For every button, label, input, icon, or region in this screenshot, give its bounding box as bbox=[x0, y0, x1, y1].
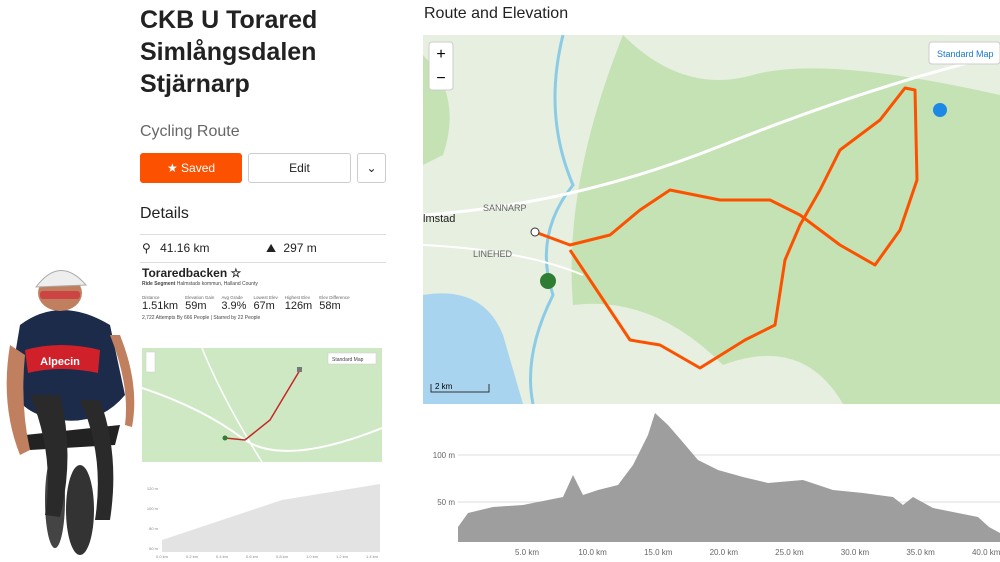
edit-button[interactable]: Edit bbox=[248, 153, 351, 183]
segment-name: Toraredbacken bbox=[142, 266, 228, 280]
distance: 41.16 km bbox=[160, 241, 210, 255]
segment-stat: Highest Elev 126m bbox=[285, 295, 313, 312]
segment-type: Ride Segment bbox=[142, 281, 176, 287]
place-label: LINEHED bbox=[473, 249, 513, 259]
stat-label: Highest Elev bbox=[284, 295, 310, 300]
y-tick-label: 100 m bbox=[147, 506, 159, 511]
stat-label: Lowest Elev bbox=[253, 295, 278, 300]
stat-label: Avg Grade bbox=[221, 295, 243, 300]
stat-label: Elev Difference bbox=[319, 295, 350, 300]
place-label: SANNARP bbox=[483, 203, 527, 213]
stat-value: 59m bbox=[185, 300, 207, 312]
map-scale: 2 km bbox=[435, 382, 453, 391]
saved-label: Saved bbox=[181, 161, 216, 175]
details-heading: Details bbox=[140, 205, 189, 222]
cyclist-photo: Alpecin bbox=[6, 270, 135, 555]
x-tick-label: 15.0 km bbox=[644, 548, 673, 557]
route-type: Cycling Route bbox=[140, 123, 240, 140]
segment-stat: Lowest Elev 67m bbox=[253, 295, 277, 312]
distance-stat: ⚲ 41.16 km bbox=[142, 241, 210, 255]
x-tick-label: 0.8 km bbox=[276, 554, 289, 559]
segment-stat: Avg Grade 3.9% bbox=[221, 295, 246, 312]
zoom-in[interactable]: + bbox=[436, 46, 445, 63]
y-tick-label: 60 m bbox=[149, 546, 159, 551]
x-tick-label: 25.0 km bbox=[775, 548, 804, 557]
divider bbox=[140, 234, 386, 235]
map-heading: Route and Elevation bbox=[424, 5, 569, 22]
segment-profile: 120 m 100 m 80 m 60 m 0.0 km 0.2 km 0.4 km 0.6 … bbox=[147, 484, 380, 559]
divider bbox=[140, 262, 386, 263]
stat-label: Elevation Gain bbox=[185, 295, 215, 300]
y-tick-label: 50 m bbox=[437, 498, 455, 507]
x-tick-label: 40.0 km bbox=[972, 548, 1000, 557]
segment-card: Toraredbacken ☆ Ride Segment Halmstads k… bbox=[142, 266, 384, 322]
x-tick-label: 0.4 km bbox=[216, 554, 229, 559]
elevation-profile: 100 m 50 m 5.0 km 10.0 km 15.0 km 20.0 km 25.0… bbox=[433, 413, 1000, 557]
segment-location: Halmstads kommun, Halland County bbox=[176, 281, 258, 287]
x-tick-label: 20.0 km bbox=[710, 548, 739, 557]
y-tick-label: 120 m bbox=[147, 486, 159, 491]
route-map: + − Standard Map SANNARP LINEHED lmstad … bbox=[423, 35, 1000, 404]
elevation-stat: ⛰ 297 m bbox=[266, 241, 317, 255]
stat-label: Distance bbox=[142, 295, 160, 300]
x-tick-label: 1.2 km bbox=[336, 554, 349, 559]
segment-stat: Elevation Gain 59m bbox=[185, 295, 214, 312]
stat-value: 3.9% bbox=[221, 300, 247, 312]
x-tick-label: 10.0 km bbox=[578, 548, 607, 557]
segment-stat: Elev Difference 58m bbox=[319, 295, 349, 312]
more-button[interactable]: ⌄ bbox=[357, 153, 386, 183]
stat-value: 126m bbox=[284, 300, 313, 312]
x-tick-label: 35.0 km bbox=[906, 548, 935, 557]
y-tick-label: 80 m bbox=[149, 526, 159, 531]
stat-value: 67m bbox=[253, 300, 275, 312]
zoom-out[interactable]: − bbox=[436, 70, 445, 87]
segment-map: Standard Map bbox=[142, 348, 382, 462]
x-tick-label: 5.0 km bbox=[515, 548, 539, 557]
segment-attempts: 2,722 Attempts By 666 People | Starred b… bbox=[142, 315, 261, 321]
elevation: 297 m bbox=[283, 241, 317, 255]
edit-label: Edit bbox=[289, 161, 310, 175]
segment-stats: Distance 1.51km Elevation Gain 59m Avg Grade… bbox=[142, 295, 384, 312]
x-tick-label: 0.6 km bbox=[246, 554, 259, 559]
x-tick-label: 1.0 km bbox=[306, 554, 319, 559]
x-tick-label: 0.2 km bbox=[186, 554, 199, 559]
x-tick-label: 0.0 km bbox=[156, 554, 169, 559]
x-tick-label: 1.4 km bbox=[366, 554, 379, 559]
saved-button[interactable]: ★ Saved bbox=[140, 153, 242, 183]
stat-value: 1.51km bbox=[142, 300, 179, 312]
place-label: lmstad bbox=[423, 213, 455, 225]
segment-stat: Distance 1.51km bbox=[142, 295, 178, 312]
stat-value: 58m bbox=[319, 300, 341, 312]
map-style-button[interactable]: Standard Map bbox=[937, 49, 994, 59]
route-title: CKB U Torared Simlångsdalen Stjärnarp bbox=[140, 6, 318, 98]
jersey-text: Alpecin bbox=[40, 356, 80, 368]
x-tick-label: 30.0 km bbox=[841, 548, 870, 557]
map-style-label: Standard Map bbox=[332, 357, 364, 363]
y-tick-label: 100 m bbox=[433, 451, 456, 460]
